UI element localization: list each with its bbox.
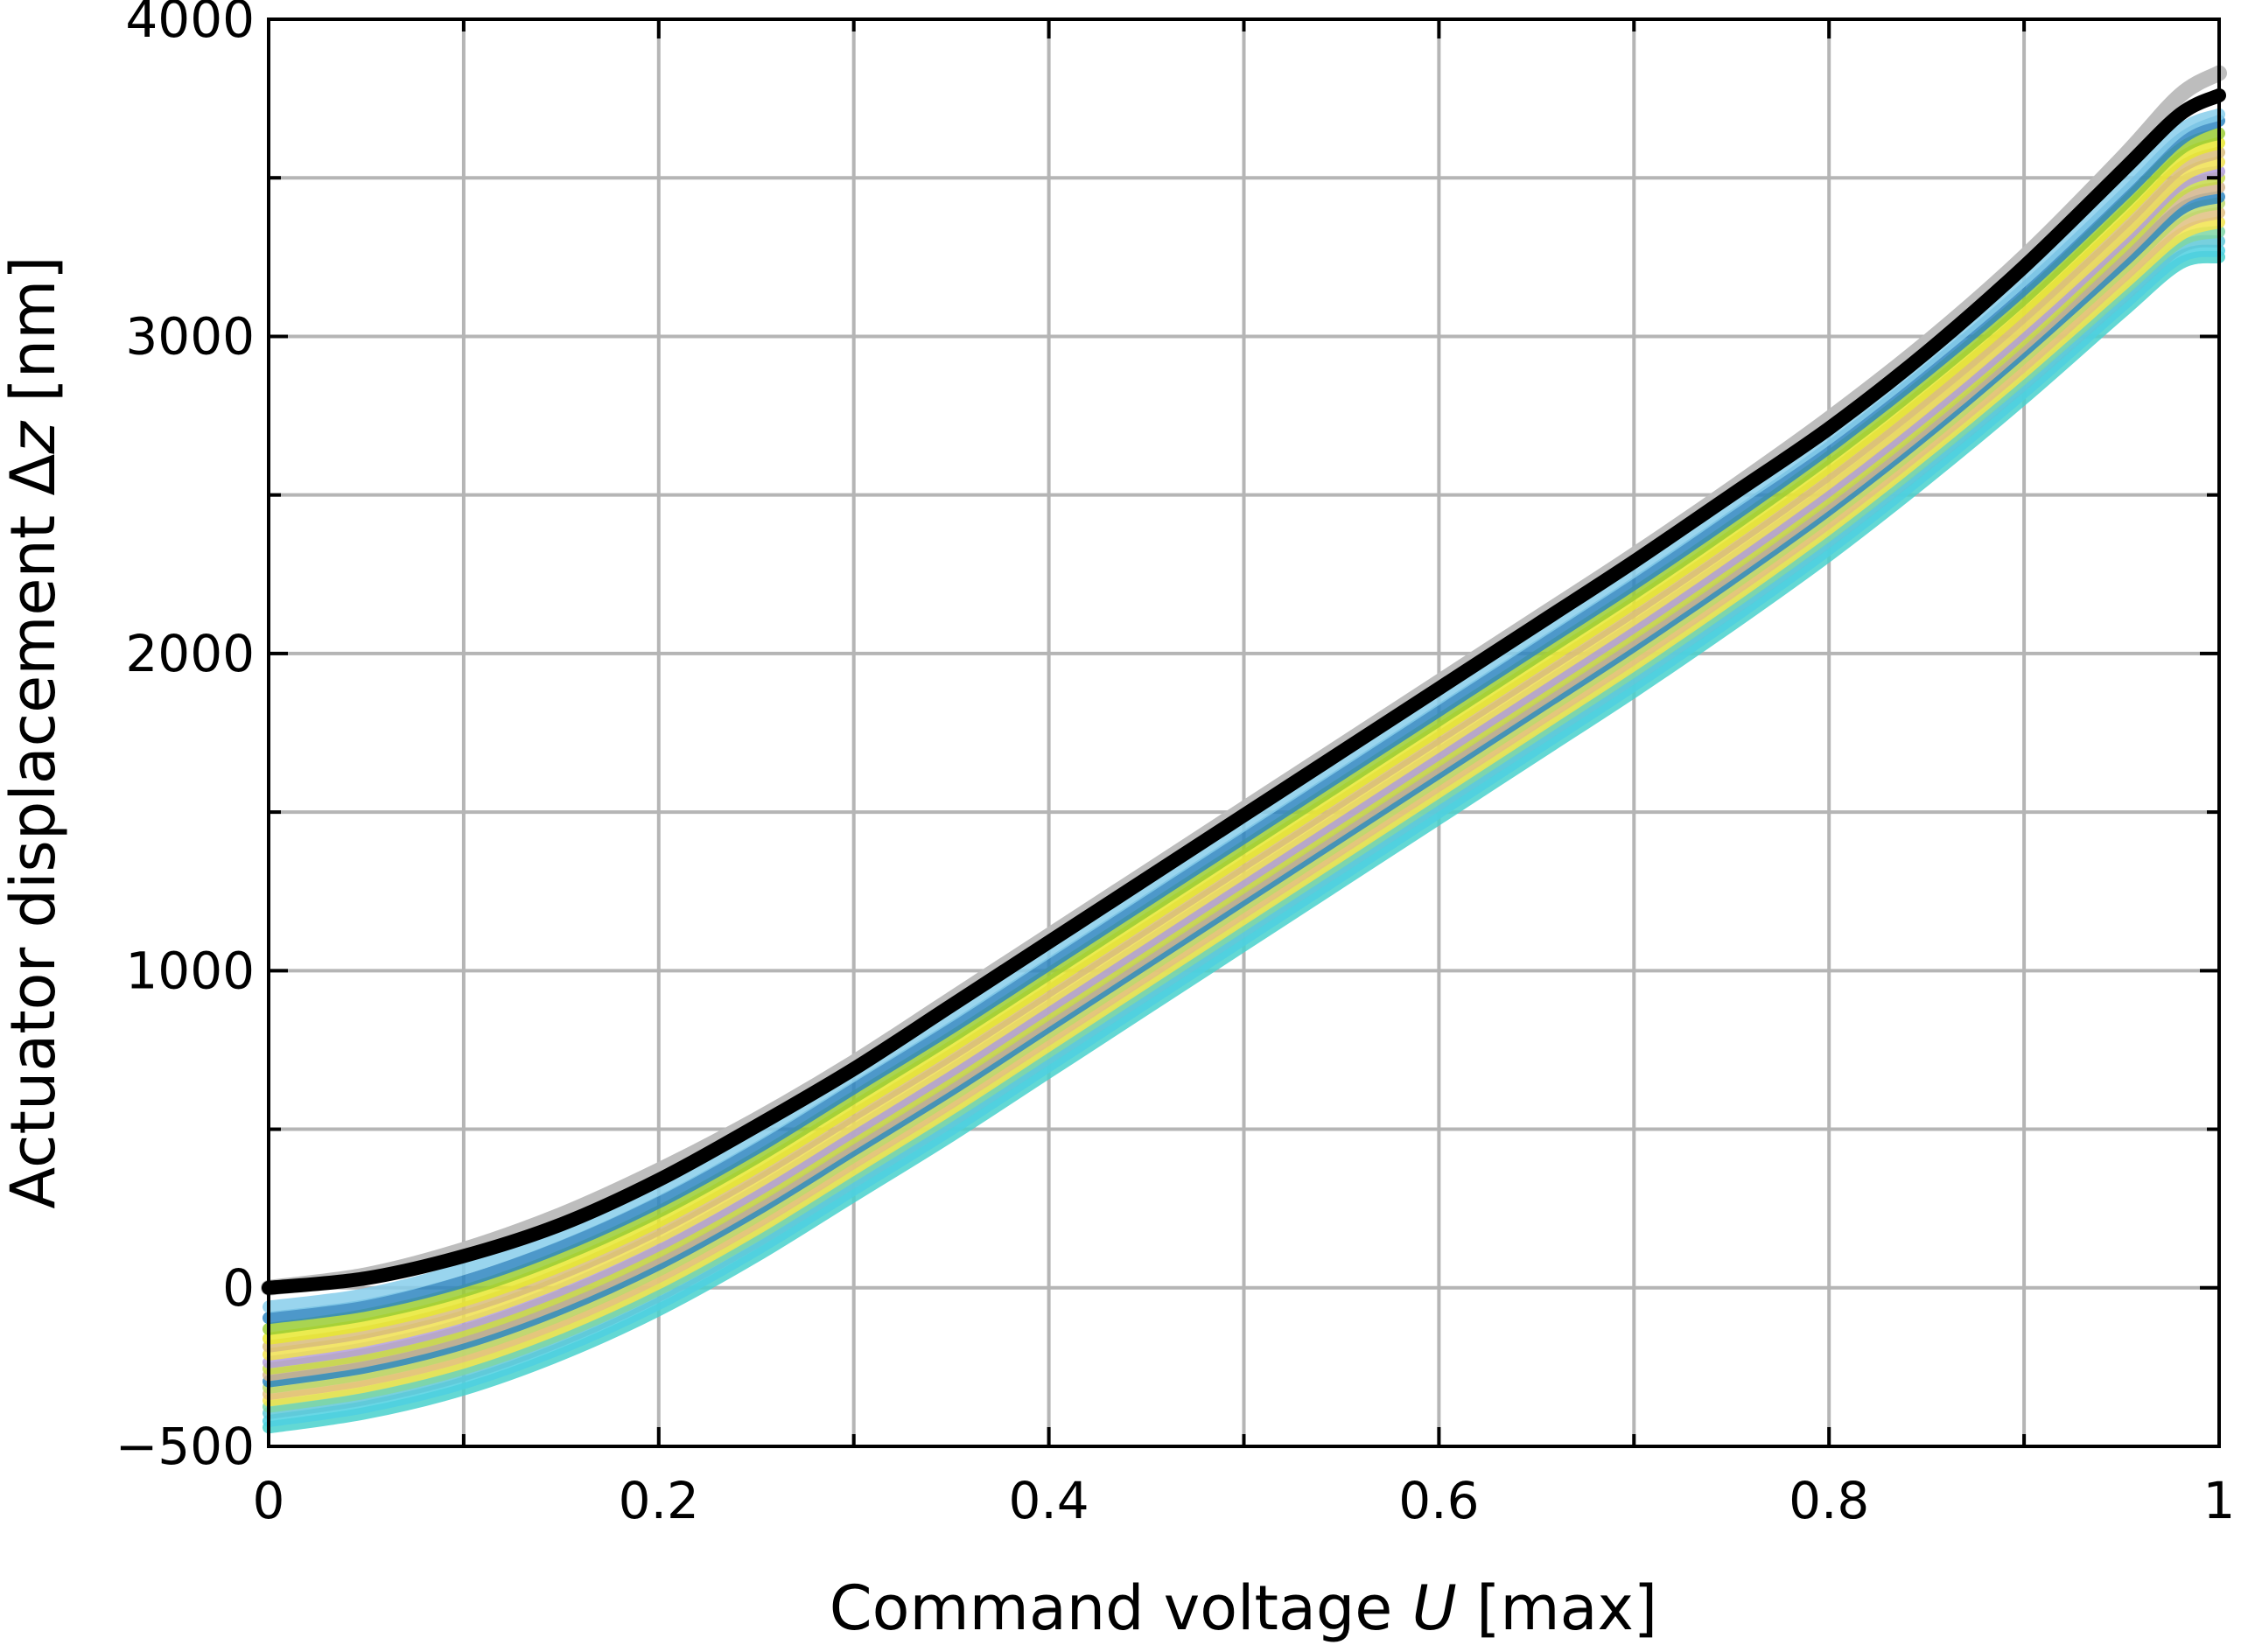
ticks — [267, 18, 2221, 1448]
y-tick-label: −500 — [116, 1417, 255, 1476]
x-axis-title: Command voltage U [max] — [830, 1572, 1657, 1644]
x-tick-label: 1 — [2203, 1471, 2236, 1530]
series-line-reference-black — [262, 88, 2226, 1295]
series-line-actuator-01 — [263, 108, 2225, 1313]
y-tick-label: 4000 — [125, 0, 255, 49]
y-axis-title: Actuator displacement Δz [nm] — [0, 256, 69, 1208]
series-line-actuator-04 — [263, 136, 2225, 1345]
y-tick-label: 2000 — [125, 624, 255, 683]
series-line-actuator-16 — [263, 244, 2225, 1427]
y-tick-label: 0 — [222, 1258, 255, 1318]
x-tick-label: 0.6 — [1398, 1471, 1479, 1530]
x-tick-label: 0.2 — [619, 1471, 699, 1530]
x-tick-label: 0 — [253, 1471, 285, 1530]
x-tick-label: 0.8 — [1789, 1471, 1869, 1530]
y-tick-label: 1000 — [125, 941, 255, 1000]
series-line-actuator-03 — [263, 127, 2225, 1335]
series-group — [261, 65, 2227, 1434]
y-tick-label: 3000 — [125, 306, 255, 366]
series-line-actuator-02 — [263, 115, 2225, 1325]
x-tick-label: 0.4 — [1008, 1471, 1089, 1530]
